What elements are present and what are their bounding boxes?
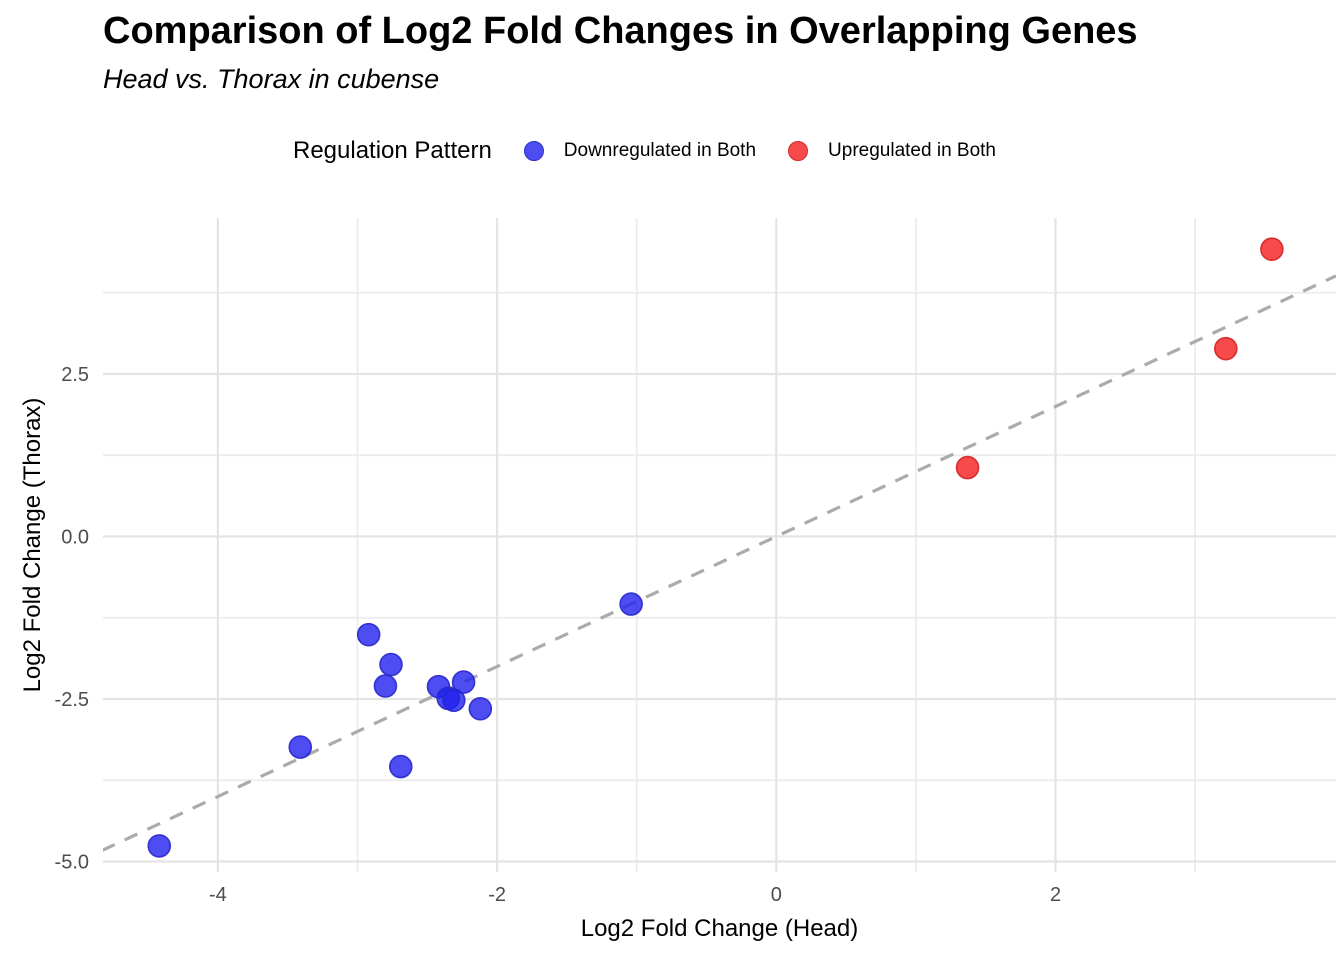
x-axis-title: Log2 Fold Change (Head) bbox=[581, 915, 859, 942]
y-tick-label: 2.5 bbox=[61, 364, 89, 386]
scatter-point-downregulated bbox=[468, 696, 493, 721]
scatter-point-downregulated bbox=[147, 834, 172, 858]
x-tick-label: 2 bbox=[1050, 884, 1061, 906]
x-tick-label: 0 bbox=[771, 884, 782, 906]
scatter-point-downregulated bbox=[388, 754, 413, 779]
y-axis-title: Log2 Fold Change (Thorax) bbox=[19, 398, 46, 693]
scatter-point-downregulated bbox=[619, 592, 643, 616]
y-tick-label: 0.0 bbox=[61, 527, 89, 549]
legend-item-upregulated: Upregulated in Both bbox=[788, 140, 996, 162]
scatter-point-downregulated bbox=[373, 674, 398, 698]
legend: Regulation Pattern Downregulated in Both… bbox=[293, 128, 996, 174]
scatter-point-upregulated bbox=[955, 455, 980, 480]
chart-title: Comparison of Log2 Fold Changes in Overl… bbox=[103, 10, 1138, 52]
scatter-point-downregulated bbox=[379, 652, 403, 677]
legend-item-downregulated: Downregulated in Both bbox=[523, 140, 757, 162]
identity-reference-line bbox=[103, 274, 1336, 852]
scatter-point-downregulated bbox=[288, 735, 313, 759]
y-tick-label: -5.0 bbox=[55, 852, 89, 874]
scatter-point-downregulated bbox=[451, 670, 476, 694]
scatter-point-downregulated bbox=[356, 622, 381, 647]
blue-dot-icon bbox=[523, 141, 544, 161]
chart-subtitle: Head vs. Thorax in cubense bbox=[103, 64, 440, 94]
legend-label: Downregulated in Both bbox=[563, 140, 757, 161]
scatter-point-upregulated bbox=[1260, 237, 1284, 261]
scatter-point-downregulated bbox=[442, 688, 466, 713]
y-tick-label: -2.5 bbox=[55, 689, 89, 711]
x-tick-label: -2 bbox=[488, 884, 506, 906]
x-tick-label: -4 bbox=[209, 884, 227, 906]
red-dot-icon bbox=[788, 141, 809, 161]
scatter-point-upregulated bbox=[1214, 336, 1238, 361]
legend-title: Regulation Pattern bbox=[293, 137, 492, 164]
legend-label: Upregulated in Both bbox=[828, 140, 996, 161]
